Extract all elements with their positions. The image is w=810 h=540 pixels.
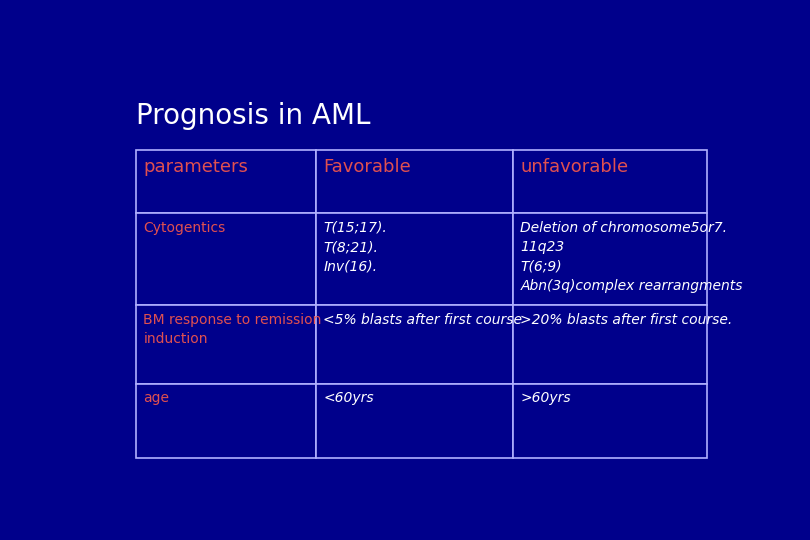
Text: <60yrs: <60yrs — [323, 392, 374, 406]
Text: Favorable: Favorable — [323, 158, 411, 177]
Text: age: age — [143, 392, 169, 406]
Text: unfavorable: unfavorable — [520, 158, 629, 177]
Text: Deletion of chromosome5or7.
11q23
T(6;9)
Abn(3q)complex rearrangments: Deletion of chromosome5or7. 11q23 T(6;9)… — [520, 221, 743, 293]
Bar — [316, 150, 513, 213]
Bar — [316, 306, 513, 384]
Bar — [513, 150, 707, 213]
Text: T(15;17).
T(8;21).
Inv(16).: T(15;17). T(8;21). Inv(16). — [323, 221, 387, 274]
Bar — [513, 213, 707, 306]
Bar — [316, 213, 513, 306]
Bar — [136, 150, 316, 213]
Bar — [513, 384, 707, 458]
Text: >60yrs: >60yrs — [520, 392, 571, 406]
Text: <5% blasts after first course: <5% blasts after first course — [323, 313, 522, 327]
Text: Prognosis in AML: Prognosis in AML — [136, 102, 370, 130]
Text: BM response to remission
induction: BM response to remission induction — [143, 313, 322, 346]
Bar — [136, 384, 316, 458]
Text: Cytogentics: Cytogentics — [143, 221, 225, 234]
Bar — [136, 213, 316, 306]
Text: parameters: parameters — [143, 158, 248, 177]
Bar — [316, 384, 513, 458]
Bar — [513, 306, 707, 384]
Bar — [136, 306, 316, 384]
Text: >20% blasts after first course.: >20% blasts after first course. — [520, 313, 732, 327]
